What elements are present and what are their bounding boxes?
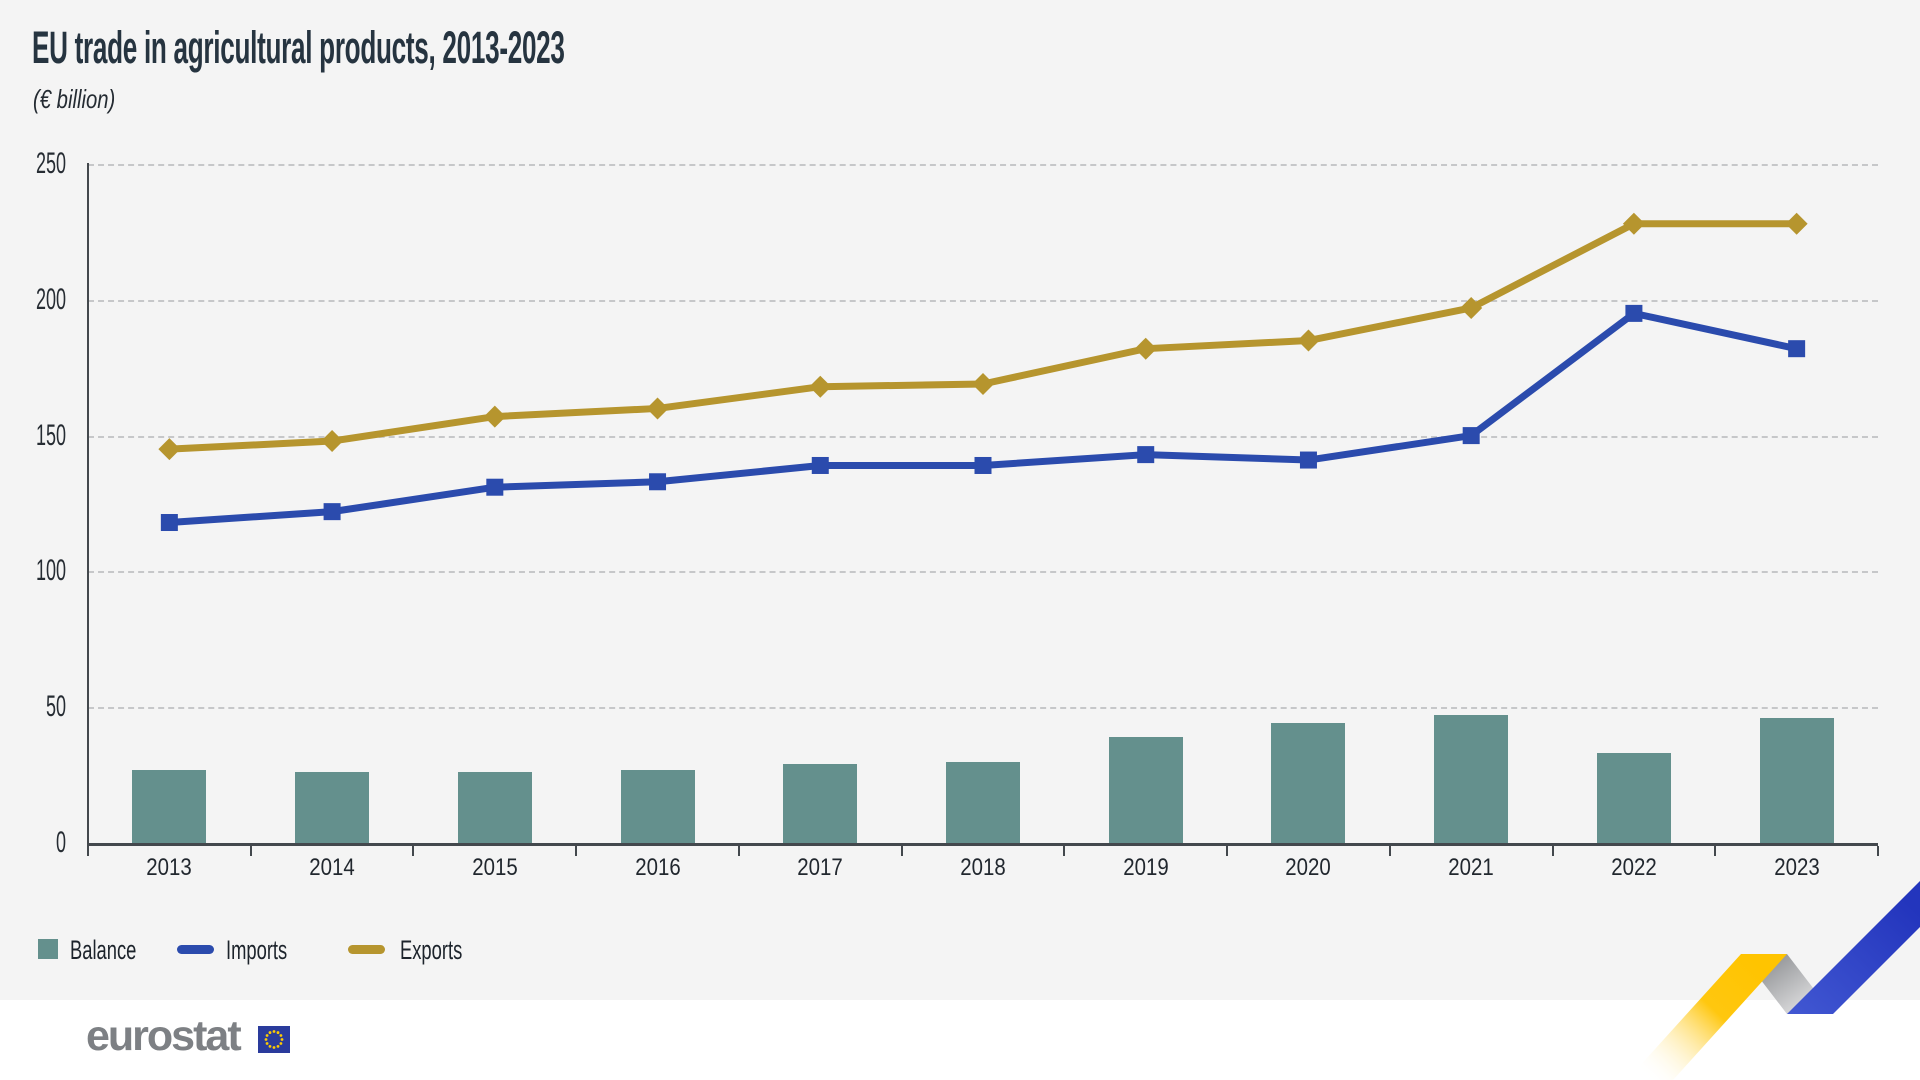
x-tick-label: 2018: [960, 854, 1006, 881]
exports-marker: [1297, 329, 1320, 352]
exports-marker: [1460, 296, 1483, 319]
y-tick-label: 100: [35, 554, 66, 588]
exports-marker: [809, 375, 832, 398]
imports-marker: [1788, 340, 1806, 358]
balance-bar: [457, 772, 532, 843]
y-tick-label: 0: [55, 826, 66, 859]
x-tick-label: 2013: [146, 854, 193, 881]
imports-marker: [1137, 446, 1155, 464]
footer-strip: [0, 1000, 1920, 1080]
imports-marker: [1462, 427, 1480, 445]
imports-marker: [1299, 451, 1317, 469]
gridline: [88, 571, 1878, 574]
balance-bar: [1108, 737, 1183, 843]
balance-bar: [132, 769, 207, 843]
x-axis-tick: [575, 846, 578, 856]
line-series: [158, 212, 1808, 532]
legend-label-imports: Imports: [226, 935, 288, 965]
x-axis-tick: [87, 846, 89, 856]
y-axis-line: [87, 163, 89, 846]
x-axis-tick: [1714, 846, 1717, 856]
x-tick-label: 2016: [634, 854, 681, 881]
balance-bar: [783, 764, 858, 843]
exports-marker: [646, 397, 669, 420]
gridline: [88, 435, 1878, 438]
balance-bar: [620, 769, 695, 843]
x-axis-line: [87, 843, 1878, 846]
imports-marker: [486, 478, 504, 496]
imports-line-swatch: [177, 945, 214, 954]
x-tick-label: 2017: [797, 854, 843, 881]
legend-label-exports: Exports: [400, 935, 463, 965]
balance-bar: [1759, 718, 1834, 843]
imports-marker: [974, 456, 992, 474]
balance-bar: [1596, 753, 1671, 843]
exports-marker: [972, 372, 994, 395]
x-axis-tick: [249, 846, 252, 856]
x-tick-label: 2023: [1773, 854, 1820, 881]
x-tick-label: 2021: [1448, 854, 1494, 881]
x-tick-label: 2019: [1123, 854, 1169, 881]
x-axis-tick: [1388, 846, 1391, 856]
eu-flag-icon: [258, 1026, 290, 1053]
x-tick-label: 2014: [309, 854, 355, 881]
x-axis-tick: [737, 846, 740, 856]
x-tick-label: 2022: [1611, 854, 1657, 881]
imports-marker: [323, 503, 341, 521]
y-tick-label: 50: [45, 690, 66, 724]
exports-marker: [1134, 337, 1157, 360]
balance-bar: [946, 761, 1020, 843]
y-tick-label: 200: [35, 282, 66, 316]
exports-marker: [1785, 212, 1808, 235]
exports-marker: [1622, 212, 1645, 235]
x-axis-tick: [1551, 846, 1554, 856]
plot-area: [88, 164, 1878, 843]
legend-label-balance: Balance: [70, 935, 137, 965]
exports-marker: [158, 438, 181, 461]
x-axis-tick: [1226, 846, 1229, 856]
x-tick-label: 2015: [472, 854, 518, 881]
balance-bar: [1434, 715, 1509, 843]
imports-line: [165, 309, 1801, 527]
x-tick-label: 2020: [1285, 854, 1332, 881]
x-axis-tick: [900, 846, 903, 856]
gridline: [88, 707, 1878, 710]
eurostat-logo: eurostat: [86, 1012, 290, 1061]
gridline: [88, 299, 1878, 302]
x-axis-tick: [1063, 846, 1066, 856]
balance-swatch: [38, 939, 58, 959]
exports-marker: [483, 405, 506, 428]
exports-marker: [321, 430, 344, 453]
imports-marker: [1625, 304, 1643, 322]
imports-marker: [160, 514, 178, 532]
chart-subtitle: (€ billion): [33, 84, 116, 114]
y-tick-label: 250: [35, 147, 66, 180]
y-tick-label: 150: [35, 418, 66, 452]
trend-ribbon-graphic: [1627, 881, 1920, 1080]
x-axis-tick: [412, 846, 415, 856]
balance-bar: [295, 772, 370, 843]
eurostat-wordmark: eurostat: [86, 1012, 242, 1060]
chart-title: EU trade in agricultural products, 2013-…: [32, 22, 565, 73]
x-axis-tick: [1877, 846, 1879, 856]
imports-marker: [649, 473, 667, 491]
exports-line: [165, 220, 1801, 453]
balance-bar: [1271, 723, 1346, 843]
gridline: [88, 164, 1878, 166]
exports-line-swatch: [348, 945, 385, 954]
imports-marker: [811, 456, 829, 474]
